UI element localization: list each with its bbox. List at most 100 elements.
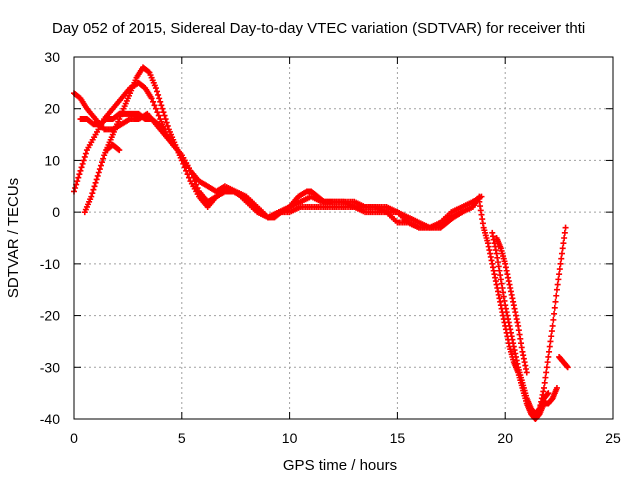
data-point [150,98,157,105]
y-tick-label: -40 [40,411,60,427]
data-point [72,185,79,192]
data-point [155,91,162,98]
data-point [523,369,530,376]
x-tick-label: 5 [178,430,186,446]
data-point [184,171,191,178]
data-point [145,68,152,75]
data-point [99,159,106,166]
data-series-1 [71,79,483,231]
x-tick-label: 25 [605,430,621,446]
data-point [559,245,566,252]
data-series-10 [556,353,571,371]
data-point [159,105,166,112]
data-point [115,146,122,153]
data-point [545,390,552,397]
data-point [88,193,95,200]
data-point [561,235,568,241]
data-point [152,85,159,92]
data-point [541,379,548,386]
data-point [553,292,560,299]
data-series-8 [493,235,530,376]
data-point [96,166,103,173]
data-series-5 [103,141,123,154]
data-point [160,125,167,132]
data-series-4 [77,110,168,133]
chart-title: Day 052 of 2015, Sidereal Day-to-day VTE… [52,20,585,37]
x-tick-label: 0 [70,430,78,446]
data-point [81,153,88,160]
data-point [542,374,549,381]
data-point [552,298,559,305]
y-axis-label: SDTVAR / TECUs [5,178,22,298]
y-tick-label: -20 [40,308,60,324]
data-point [82,150,89,157]
data-point [545,353,552,360]
data-point [185,174,192,181]
x-tick-label: 20 [497,430,513,446]
y-tick-label: -30 [40,359,60,375]
data-series-9 [536,224,569,412]
data-point [76,171,83,178]
data-point [161,112,168,119]
data-point [152,105,159,112]
x-tick-label: 10 [282,430,298,446]
x-axis-label: GPS time / hours [283,457,397,474]
data-series-7 [489,229,552,417]
data-point [194,185,201,192]
data-point [544,359,551,366]
data-point [553,286,560,293]
y-tick-label: -10 [40,256,60,272]
data-point [556,266,563,273]
data-point [550,316,557,323]
data-point [80,157,87,164]
data-point [92,179,99,186]
data-point [549,322,556,329]
data-point [158,102,165,109]
data-point [543,364,550,371]
data-point [548,328,555,335]
data-point [541,384,548,391]
data-point [97,162,104,169]
data-point [163,119,170,126]
data-point [546,348,553,355]
data-point [156,95,163,102]
data-point [78,164,85,171]
data-point [154,88,161,95]
tick-labels: 0 5 10 15 20 25 30 20 10 0 -10 -20 -30 -40 [40,49,621,446]
data-point [94,172,101,179]
data-point [148,95,155,102]
data-point [551,310,558,317]
data-point [543,369,550,376]
data-point [95,169,102,176]
data-point [154,109,161,116]
grid [74,57,613,419]
data-point [77,167,84,174]
data-points [71,64,571,422]
data-point [151,102,158,109]
data-point [93,176,100,183]
data-series-6 [476,198,560,422]
data-point [90,186,97,193]
data-point [556,271,563,278]
data-point [558,250,565,257]
y-tick-label: 20 [44,101,60,117]
data-point [162,116,169,123]
axis-ticks [73,56,614,420]
data-point [79,160,86,167]
data-point [547,338,554,345]
data-series-2 [81,64,466,231]
data-point [554,281,561,288]
data-point [459,209,466,216]
data-point [558,255,565,262]
x-tick-label: 15 [390,430,406,446]
y-tick-label: 30 [44,49,60,65]
data-point [553,384,560,391]
data-point [155,112,162,119]
data-point [548,333,555,340]
plot-frame [73,56,614,420]
data-point [551,304,558,311]
data-point [116,147,123,154]
data-point [562,224,569,231]
data-point [557,260,564,267]
